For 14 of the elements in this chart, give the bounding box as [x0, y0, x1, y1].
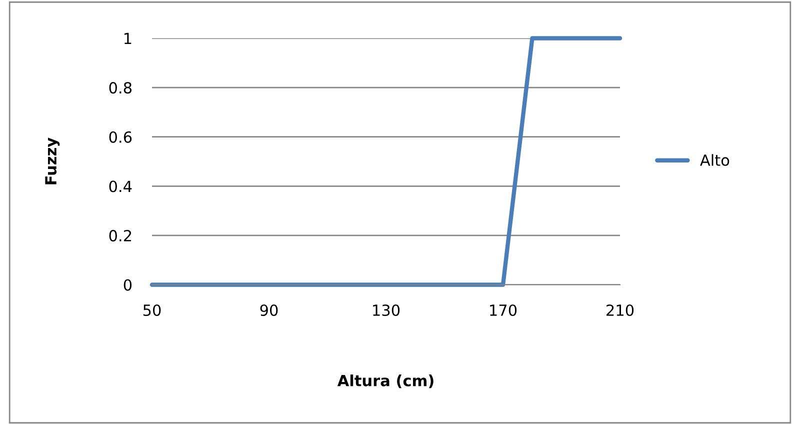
- x-axis-title: Altura (cm): [337, 374, 434, 388]
- x-tick-label: 210: [606, 304, 634, 316]
- y-tick-label: 0.2: [109, 230, 132, 242]
- legend-label: Alto: [700, 154, 730, 166]
- y-tick-label: 0: [124, 279, 132, 291]
- y-tick-label: 0.8: [109, 82, 132, 94]
- x-tick-label: 130: [373, 304, 400, 316]
- y-tick-label: 0.6: [109, 131, 132, 143]
- x-tick-label: 50: [143, 304, 161, 316]
- y-axis-title: Fuzzy: [45, 138, 60, 184]
- y-tick-label: 1: [124, 32, 132, 44]
- y-tick-label: 0.4: [109, 180, 132, 192]
- x-tick-label: 170: [490, 304, 517, 316]
- x-tick-label: 90: [260, 304, 278, 316]
